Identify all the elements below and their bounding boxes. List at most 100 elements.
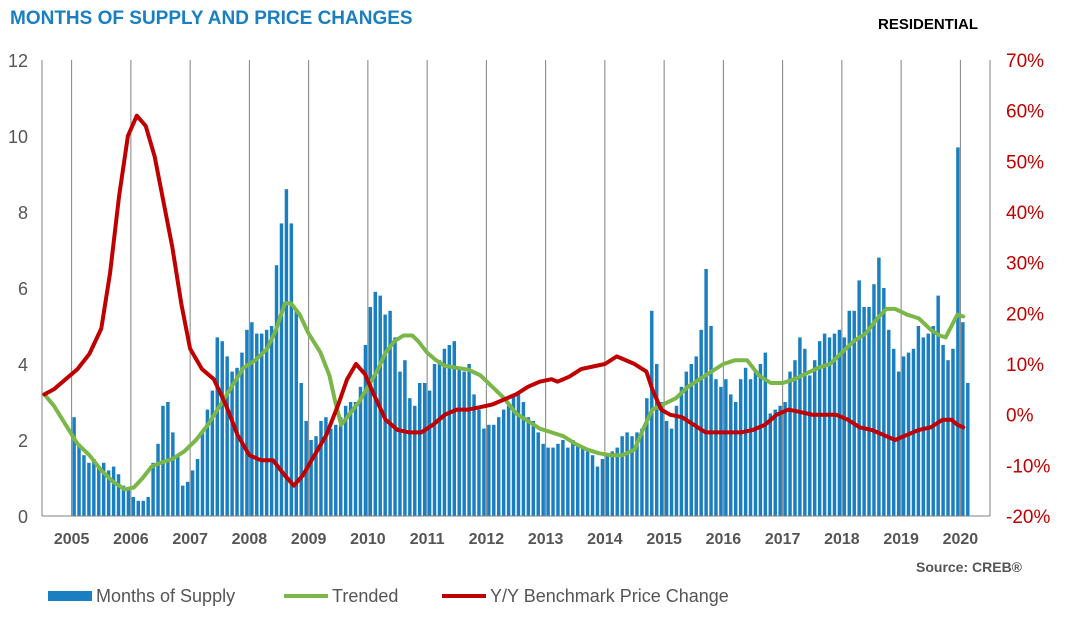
bar	[640, 428, 644, 516]
legend-label: Trended	[332, 585, 399, 606]
bar	[887, 329, 891, 516]
bar	[827, 337, 832, 516]
bar	[837, 329, 842, 516]
bar	[427, 390, 432, 516]
bar	[738, 379, 743, 516]
bar	[245, 329, 249, 516]
bar	[595, 466, 600, 516]
x-tick-label: 2008	[232, 531, 268, 548]
bar	[111, 466, 116, 516]
bar	[931, 326, 935, 516]
bar	[121, 485, 126, 516]
bar	[457, 367, 461, 516]
bar	[798, 337, 802, 516]
bar	[788, 371, 792, 516]
bar	[921, 337, 926, 516]
bar	[546, 447, 550, 516]
legend-item-trended: Trended	[284, 585, 398, 607]
bar	[714, 379, 718, 516]
y-tick-label-left: 12	[8, 51, 28, 71]
bar	[521, 402, 526, 516]
bar	[719, 386, 723, 516]
bar	[156, 443, 160, 516]
y-tick-label-right: 30%	[1006, 254, 1044, 275]
bar	[926, 333, 931, 516]
legend-item-price-change: Y/Y Benchmark Price Change	[442, 585, 729, 607]
bar	[437, 360, 442, 516]
bar	[190, 470, 195, 516]
x-tick-label: 2007	[172, 531, 208, 548]
line-series-trended	[42, 301, 966, 492]
bar	[566, 447, 570, 516]
bar	[403, 360, 407, 516]
bar	[353, 402, 358, 516]
bar	[941, 345, 945, 516]
bar	[516, 394, 521, 516]
bar	[961, 322, 965, 516]
bar	[951, 348, 955, 516]
bar	[279, 223, 284, 516]
bar	[778, 405, 782, 516]
bar	[773, 409, 777, 516]
y-tick-label-right: 70%	[1006, 51, 1044, 72]
bar	[847, 310, 852, 516]
y-tick-label-left: 8	[18, 203, 28, 223]
bar	[724, 379, 728, 516]
bar	[487, 424, 491, 516]
bar	[511, 394, 516, 516]
bar	[264, 329, 269, 516]
bar	[891, 348, 896, 516]
bar	[556, 443, 560, 516]
x-tick-label: 2017	[765, 531, 801, 548]
bar	[334, 424, 338, 516]
x-tick-label: 2010	[350, 531, 386, 548]
bar	[842, 337, 847, 516]
bar	[432, 364, 437, 516]
bar	[363, 345, 368, 516]
bar	[645, 398, 649, 516]
bar	[946, 360, 950, 516]
bar	[398, 371, 402, 516]
bar	[447, 345, 452, 516]
bar	[674, 405, 679, 516]
bar	[610, 451, 615, 516]
bar	[482, 428, 486, 516]
bar	[808, 375, 812, 516]
x-tick-label: 2009	[291, 531, 327, 548]
legend-label: Months of Supply	[96, 585, 236, 606]
bar	[694, 356, 698, 516]
bar	[72, 417, 76, 516]
bar	[180, 485, 185, 516]
bar	[452, 341, 457, 516]
bar	[171, 432, 175, 516]
bar	[210, 390, 215, 516]
line-series-price-change	[42, 113, 966, 488]
bar	[106, 470, 111, 516]
bar	[679, 386, 684, 516]
bar	[590, 455, 595, 516]
bar	[417, 383, 422, 516]
bar	[733, 402, 738, 516]
bar	[422, 383, 427, 516]
bar	[235, 367, 239, 516]
bar	[704, 269, 708, 516]
bar	[506, 405, 511, 516]
bar	[620, 436, 624, 516]
y-tick-label-right: 50%	[1006, 152, 1044, 173]
bar	[803, 348, 807, 516]
bar	[329, 428, 333, 516]
bar	[793, 360, 797, 516]
x-tick-label: 2014	[587, 531, 623, 548]
bar	[358, 386, 363, 516]
bar	[472, 394, 476, 516]
bar	[541, 443, 545, 516]
chart-title: MONTHS OF SUPPLY AND PRICE CHANGES	[10, 8, 413, 29]
bar	[116, 474, 121, 516]
bar	[136, 500, 141, 516]
bar	[585, 451, 590, 516]
x-axis: 2005 2006 2007 2008 2009 2010 2011 2012 2013 2014…	[54, 531, 978, 548]
bar	[758, 364, 763, 516]
bar	[97, 466, 101, 516]
bar	[131, 497, 136, 516]
bar-series-months-of-supply	[72, 147, 970, 516]
